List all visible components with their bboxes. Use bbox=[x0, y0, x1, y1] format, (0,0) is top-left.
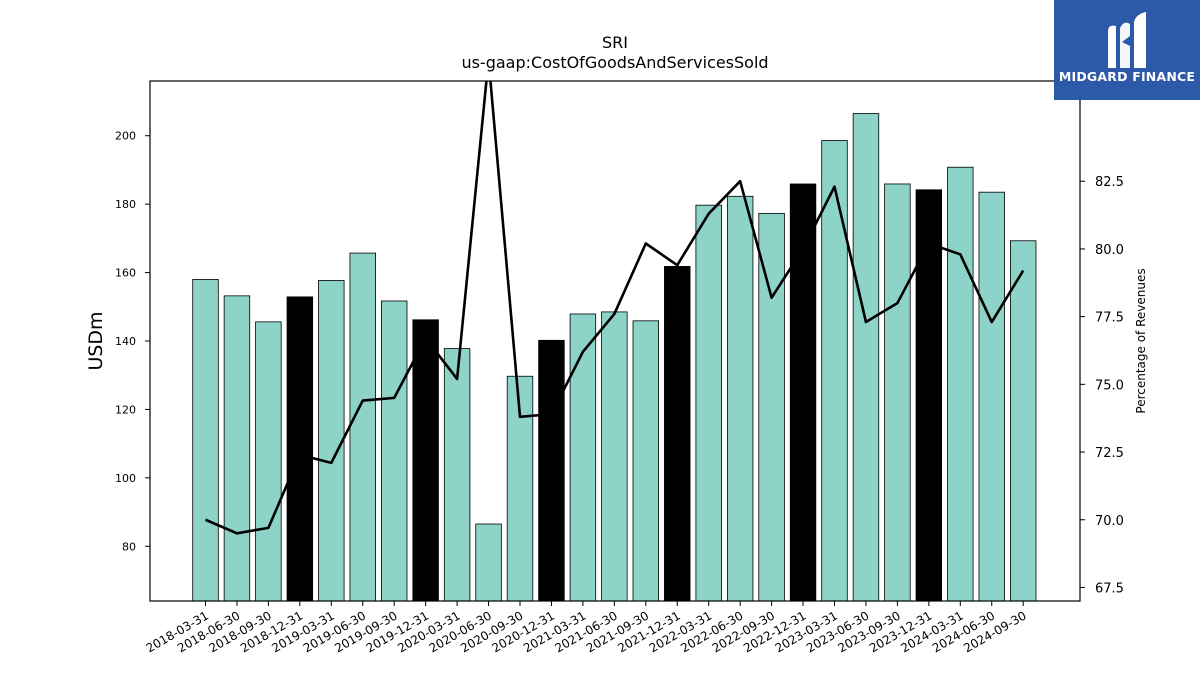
x-axis: 2018-03-312018-06-302018-09-302018-12-31… bbox=[144, 601, 1029, 655]
brand-logo: MIDGARD FINANCE bbox=[1054, 0, 1200, 100]
bar bbox=[443, 348, 471, 602]
y-tick-label: 80 bbox=[122, 540, 136, 553]
y2-tick-label: 72.5 bbox=[1095, 446, 1124, 461]
y-tick-label: 200 bbox=[115, 130, 136, 143]
y-axis-right: 67.5 70.0 72.5 75.0 77.5 80.0 82.5 bbox=[1080, 175, 1124, 596]
y-tick-label: 180 bbox=[115, 198, 136, 211]
bar bbox=[726, 195, 754, 602]
y-tick-label: 120 bbox=[115, 403, 136, 416]
bar bbox=[380, 300, 408, 602]
bar-group bbox=[192, 113, 1037, 602]
bar bbox=[569, 313, 597, 602]
bar bbox=[1010, 240, 1037, 602]
y2-tick-label: 77.5 bbox=[1095, 311, 1124, 326]
bar bbox=[884, 183, 911, 602]
y2-axis-label: Percentage of Revenues bbox=[1134, 268, 1148, 413]
bar bbox=[915, 189, 943, 602]
y2-tick-label: 80.0 bbox=[1095, 243, 1124, 258]
y2-tick-label: 75.0 bbox=[1095, 378, 1124, 393]
bar bbox=[286, 296, 314, 602]
bar bbox=[412, 319, 439, 602]
bar bbox=[349, 252, 376, 602]
bar bbox=[475, 523, 502, 602]
bar bbox=[255, 321, 282, 602]
bar bbox=[758, 212, 785, 602]
bar bbox=[852, 113, 880, 602]
bar bbox=[192, 279, 219, 602]
chart-title: SRI bbox=[602, 33, 628, 52]
bar bbox=[538, 339, 565, 602]
bar bbox=[664, 266, 691, 602]
y-tick-label: 140 bbox=[115, 335, 136, 348]
chart-subtitle: us-gaap:CostOfGoodsAndServicesSold bbox=[461, 53, 768, 72]
line-series bbox=[204, 81, 1025, 535]
bar bbox=[978, 191, 1005, 602]
line-group bbox=[204, 81, 1025, 535]
y2-tick-label: 70.0 bbox=[1095, 514, 1124, 529]
y2-tick-label: 82.5 bbox=[1095, 175, 1124, 190]
bar bbox=[632, 320, 660, 602]
y-tick-label: 160 bbox=[115, 267, 136, 280]
y-axis-label: USDm bbox=[85, 311, 107, 370]
bar bbox=[318, 280, 345, 602]
bar bbox=[789, 183, 817, 602]
midgard-logo-icon bbox=[1108, 12, 1146, 69]
bar bbox=[947, 166, 974, 602]
y-axis-left: 80 100 120 140 160 180 200 bbox=[115, 130, 150, 553]
brand-name: MIDGARD FINANCE bbox=[1058, 69, 1196, 84]
bar bbox=[821, 140, 848, 602]
bar bbox=[601, 311, 628, 602]
bar bbox=[695, 204, 722, 602]
y-tick-label: 100 bbox=[115, 472, 136, 485]
y2-tick-label: 67.5 bbox=[1095, 581, 1124, 596]
bar bbox=[223, 295, 251, 602]
